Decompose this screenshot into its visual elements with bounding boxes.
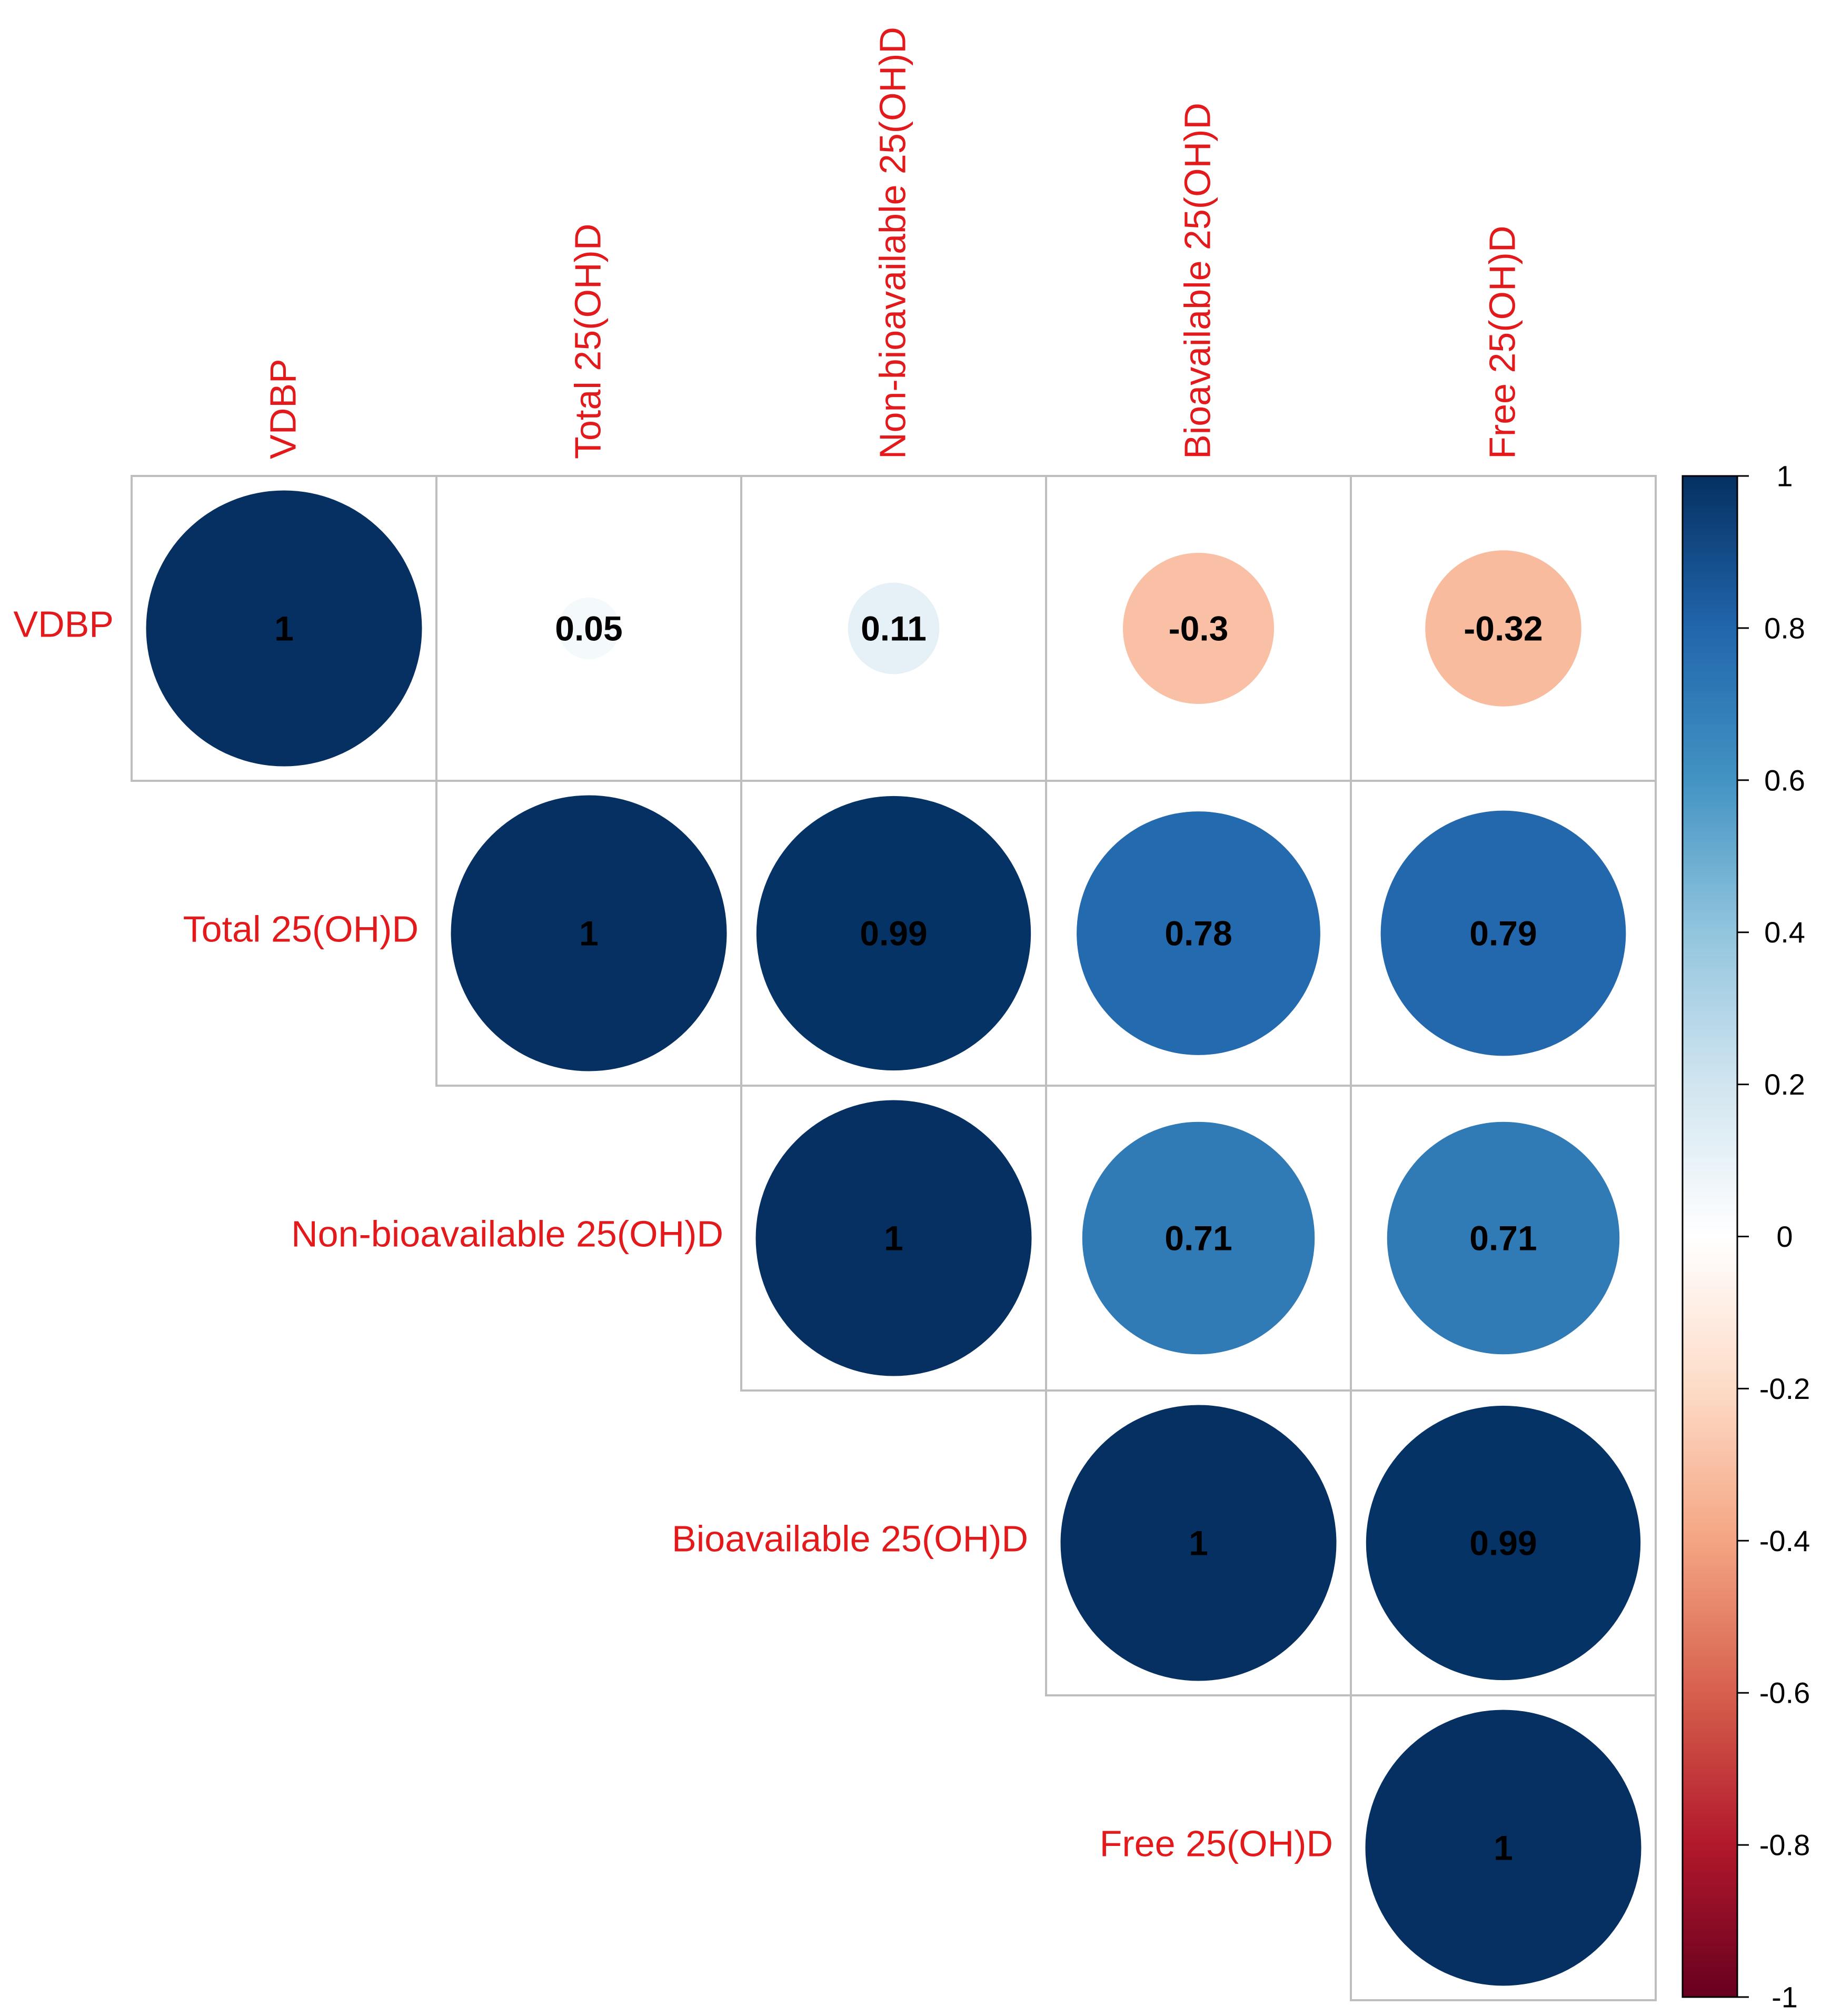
colorbar-tick-label: -0.2 [1759, 1372, 1810, 1405]
correlation-circle-r4-c4 [1365, 1710, 1641, 1986]
correlation-circle-r1-c1 [451, 795, 727, 1071]
correlation-circle-r1-c3 [1077, 811, 1320, 1055]
correlation-value-label: 1 [579, 914, 599, 953]
column-label: VDBP [263, 359, 304, 459]
correlation-value-label: 0.71 [1165, 1219, 1232, 1258]
correlation-value-label: -0.32 [1464, 609, 1543, 648]
column-label: Total 25(OH)D [568, 224, 609, 459]
correlation-circle-r3-c3 [1060, 1405, 1337, 1681]
colorbar-tick-label: 1 [1776, 460, 1793, 493]
correlation-value-label: 1 [1494, 1829, 1513, 1868]
circle-layer [146, 490, 1641, 1986]
colorbar-tick-label: -0.4 [1759, 1524, 1810, 1557]
correlation-value-label: 0.71 [1469, 1219, 1537, 1258]
correlation-circle-r1-c2 [756, 796, 1031, 1071]
correlation-circle-r2-c4 [1387, 1121, 1620, 1355]
colorbar-tick-label: 0.4 [1764, 916, 1805, 949]
row-label: Bioavailable 25(OH)D [672, 1518, 1028, 1560]
correlation-circle-r0-c2 [848, 582, 940, 674]
value-label-layer: 1 0.05 0.11 -0.3 -0.32 1 0.99 0.78 0.79 1 0.71 0.71… [274, 609, 1543, 1868]
column-label: Bioavailable 25(OH)D [1177, 103, 1218, 459]
colorbar-tick-label: -1 [1772, 1981, 1798, 2014]
colorbar-tick-label: -0.8 [1759, 1829, 1810, 1862]
grid-cell [1350, 1694, 1657, 2001]
correlation-circle-r0-c1 [558, 597, 620, 660]
correlation-circle-r1-c4 [1380, 810, 1626, 1056]
column-label-layer: VDBP Total 25(OH)D Non-bioavailable 25(OH)… [263, 27, 1523, 459]
correlation-value-label: 0.79 [1469, 914, 1537, 953]
grid-layer [131, 475, 1657, 2001]
row-label: Free 25(OH)D [1100, 1823, 1333, 1864]
colorbar-tick-label: -0.6 [1759, 1676, 1810, 1710]
correlation-value-label: 1 [1189, 1524, 1208, 1563]
colorbar: 1 0.8 0.6 0.4 0.2 0 -0.2 -0.4 -0.6 -0.8 -1 [1681, 460, 1810, 2014]
correlation-value-label: -0.3 [1169, 609, 1229, 648]
correlation-circle-r0-c4 [1425, 550, 1581, 707]
row-label-layer: VDBP Total 25(OH)D Non-bioavailable 25(OH)… [13, 604, 1333, 1864]
correlation-circle-r0-c3 [1122, 552, 1275, 704]
correlation-circle-r2-c3 [1082, 1121, 1315, 1355]
colorbar-tick-label: 0 [1776, 1220, 1793, 1253]
correlation-circle-r3-c4 [1366, 1405, 1641, 1681]
correlation-circle-r0-c0 [146, 490, 422, 767]
column-label: Free 25(OH)D [1482, 226, 1523, 459]
correlation-value-label: 0.05 [555, 609, 622, 648]
colorbar-tick-label: 0.6 [1764, 763, 1805, 797]
correlation-value-label: 0.99 [860, 914, 927, 953]
correlation-value-label: 0.78 [1165, 914, 1232, 953]
correlation-value-label: 1 [274, 609, 294, 648]
correlation-value-label: 1 [884, 1219, 903, 1258]
colorbar-tick-label: 0.8 [1764, 611, 1805, 644]
correlation-value-label: 0.99 [1469, 1524, 1537, 1563]
column-label: Non-bioavailable 25(OH)D [872, 27, 913, 459]
colorbar-tick-label: 0.2 [1764, 1068, 1805, 1101]
row-label: Total 25(OH)D [183, 909, 419, 950]
correlation-value-label: 0.11 [861, 609, 927, 648]
colorbar-gradient [1681, 475, 1738, 1998]
correlation-circle-r2-c2 [755, 1100, 1032, 1376]
row-label: VDBP [13, 604, 114, 645]
row-label: Non-bioavailable 25(OH)D [291, 1214, 723, 1255]
